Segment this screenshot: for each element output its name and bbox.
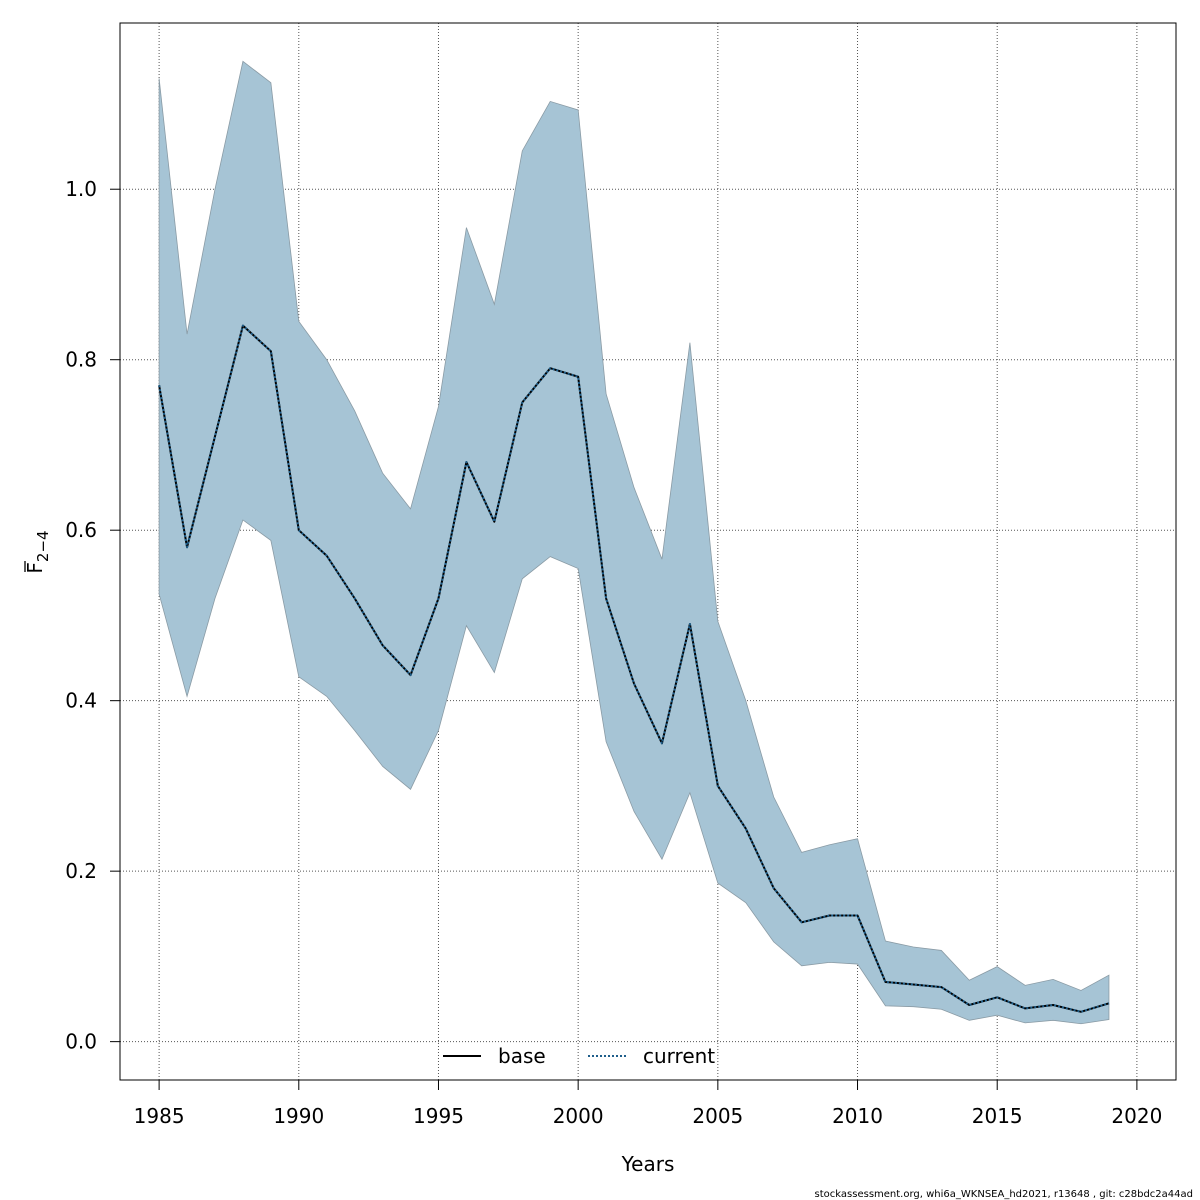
y-axis-title: F2−4 <box>23 530 52 573</box>
y-tick-label: 1.0 <box>65 177 97 201</box>
y-axis: 0.0 0.2 0.4 0.6 0.8 1.0 <box>65 177 120 1054</box>
y-tick-label: 0.4 <box>65 689 97 713</box>
y-tick-label: 0.8 <box>65 348 97 372</box>
y-axis-title-base: F <box>23 562 47 574</box>
confidence-band <box>158 60 1110 1025</box>
x-tick-label: 1990 <box>273 1104 324 1128</box>
y-tick-label: 0.2 <box>65 859 97 883</box>
ci-band-polygon <box>158 60 1110 1025</box>
y-tick-label: 0.6 <box>65 518 97 542</box>
x-tick-label: 1985 <box>134 1104 185 1128</box>
footer-credit: stockassessment.org, whi6a_WKNSEA_hd2021… <box>815 1189 1193 1200</box>
x-tick-label: 2000 <box>553 1104 604 1128</box>
x-axis: 1985 1990 1995 2000 2005 2010 2015 2020 <box>134 1079 1162 1128</box>
x-tick-label: 2010 <box>832 1104 883 1128</box>
legend: base current <box>443 1044 715 1068</box>
x-tick-label: 2015 <box>972 1104 1023 1128</box>
svg-text:F2−4: F2−4 <box>23 530 52 573</box>
x-tick-label: 2020 <box>1111 1104 1162 1128</box>
legend-label-current: current <box>643 1044 715 1068</box>
series-line-current <box>158 324 1110 1013</box>
series-lines <box>158 324 1110 1013</box>
x-tick-label: 1995 <box>413 1104 464 1128</box>
legend-label-base: base <box>498 1044 546 1068</box>
y-axis-title-subscript: 2−4 <box>34 530 52 562</box>
x-axis-title: Years <box>621 1152 675 1176</box>
x-tick-label: 2005 <box>692 1104 743 1128</box>
y-tick-label: 0.0 <box>65 1030 97 1054</box>
